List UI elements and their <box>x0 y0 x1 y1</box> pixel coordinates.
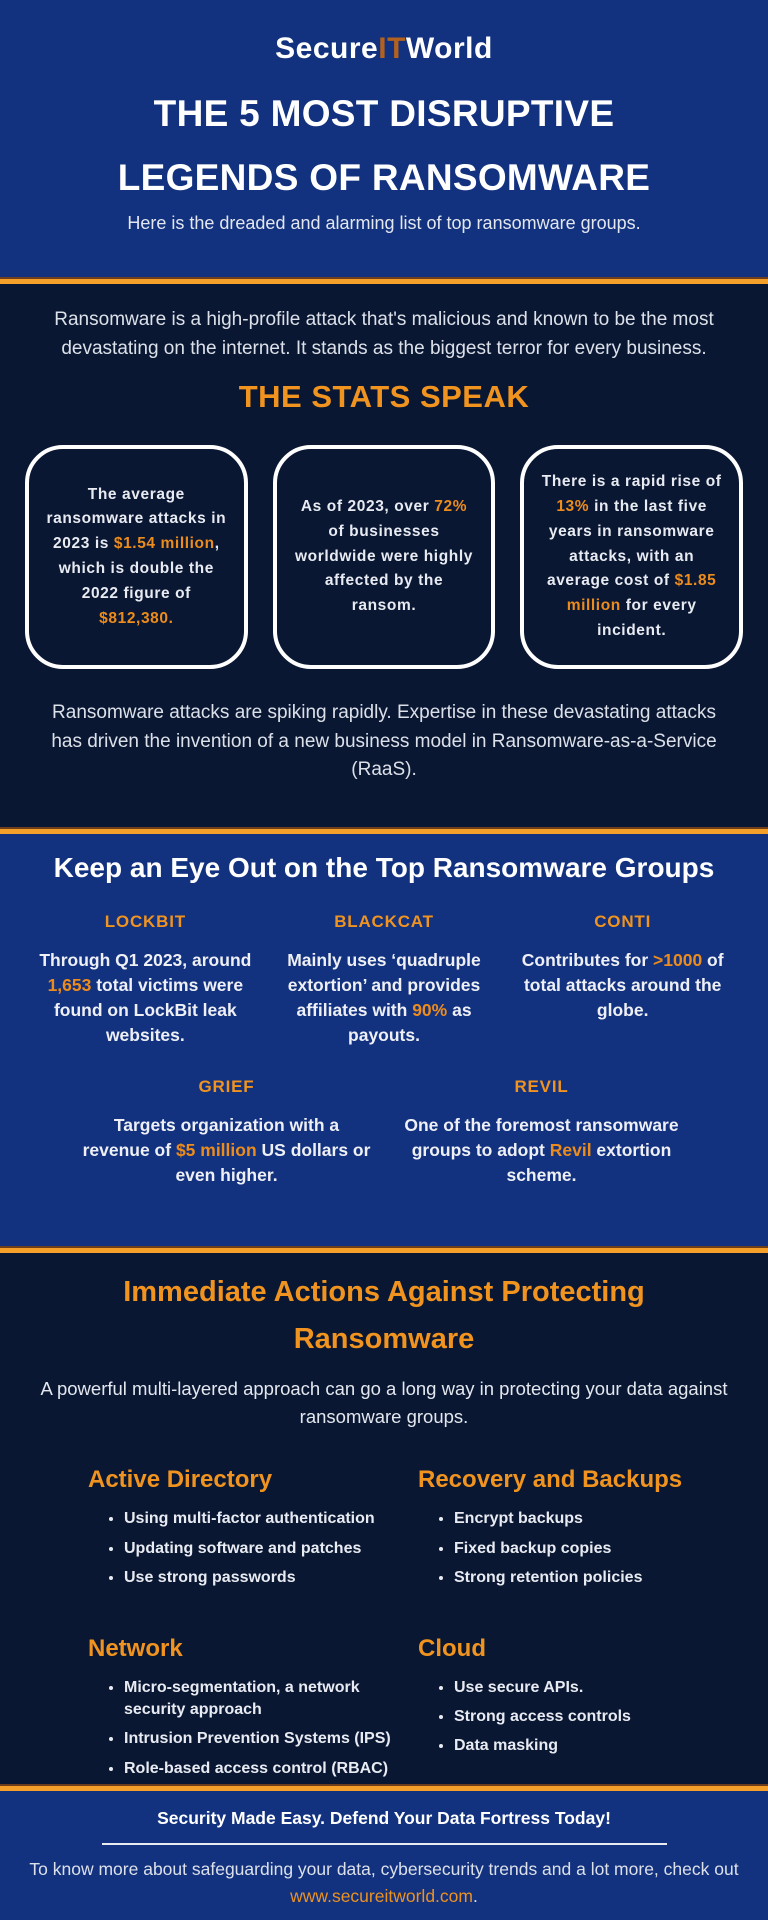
group-grief: GRIEF Targets organization with a revenu… <box>69 1077 384 1188</box>
bullet-item: Strong access controls <box>454 1706 748 1728</box>
bullet-item: Micro-segmentation, a network security a… <box>124 1677 418 1722</box>
actions-heading-line1: Immediate Actions Against Protecting <box>123 1276 645 1308</box>
intro-paragraph: Ransomware is a high-profile attack that… <box>54 309 714 359</box>
page-title-line1: THE 5 MOST DISRUPTIVE <box>153 93 615 134</box>
stats-heading: THE STATS SPEAK <box>238 379 530 414</box>
group-lockbit: LOCKBIT Through Q1 2023, around 1,653 to… <box>26 912 265 1047</box>
category-bullet-list: Micro-segmentation, a network security a… <box>88 1677 418 1781</box>
category-title: Active Directory <box>88 1466 273 1494</box>
page-subtitle: Here is the dreaded and alarming list of… <box>127 213 641 234</box>
category-recovery-backups: Recovery and Backups Encrypt backups Fix… <box>418 1466 748 1596</box>
group-blackcat: BLACKCAT Mainly uses ‘quadruple extortio… <box>265 912 504 1047</box>
footer-info: To know more about safeguarding your dat… <box>29 1856 739 1910</box>
group-revil: REVIL One of the foremost ransomware gro… <box>384 1077 699 1188</box>
secureitworld-logo: SecureITWorld <box>0 0 768 66</box>
stat-cards-row: The average ransomware attacks in 2023 i… <box>0 445 768 669</box>
bullet-item: Encrypt backups <box>454 1508 748 1530</box>
group-description: Contributes for >1000 of total attacks a… <box>521 950 724 1020</box>
category-cloud: Cloud Use secure APIs. Strong access con… <box>418 1635 748 1788</box>
category-title: Cloud <box>418 1634 486 1662</box>
category-bullet-list: Using multi-factor authentication Updati… <box>88 1508 418 1589</box>
category-active-directory: Active Directory Using multi-factor auth… <box>88 1466 418 1596</box>
group-description: Targets organization with a revenue of $… <box>82 1115 371 1186</box>
category-network: Network Micro-segmentation, a network se… <box>88 1635 418 1788</box>
website-link[interactable]: www.secureitworld.com <box>290 1886 473 1907</box>
groups-heading: Keep an Eye Out on the Top Ransomware Gr… <box>53 852 715 883</box>
stat-card-text: The average ransomware attacks in 2023 i… <box>46 485 227 627</box>
category-bullet-list: Use secure APIs. Strong access controls … <box>418 1677 748 1758</box>
stat-card-text: As of 2023, over 72% of businesses world… <box>295 498 473 615</box>
header-section: SecureITWorld THE 5 MOST DISRUPTIVE LEGE… <box>0 0 768 277</box>
footer-tagline: Security Made Easy. Defend Your Data For… <box>157 1808 611 1828</box>
group-name: GRIEF <box>198 1077 255 1097</box>
groups-row-1: LOCKBIT Through Q1 2023, around 1,653 to… <box>0 912 768 1047</box>
bullet-item: Use strong passwords <box>124 1567 418 1589</box>
orange-divider <box>0 1246 768 1253</box>
orange-divider <box>0 277 768 284</box>
stat-card-rapid-rise: There is a rapid rise of 13% in the last… <box>520 445 744 669</box>
group-name: LOCKBIT <box>104 912 186 931</box>
category-bullet-list: Encrypt backups Fixed backup copies Stro… <box>418 1508 748 1589</box>
bullet-item: Fixed backup copies <box>454 1538 748 1560</box>
ransomware-groups-section: Keep an Eye Out on the Top Ransomware Gr… <box>0 834 768 1246</box>
actions-subtitle: A powerful multi-layered approach can go… <box>40 1377 728 1427</box>
group-conti: CONTI Contributes for >1000 of total att… <box>503 912 742 1047</box>
category-title: Network <box>88 1634 183 1662</box>
stat-card-average-cost: The average ransomware attacks in 2023 i… <box>25 445 248 669</box>
group-name: CONTI <box>594 912 652 931</box>
group-description: One of the foremost ransomware groups to… <box>404 1115 679 1186</box>
bullet-item: Data masking <box>454 1735 748 1757</box>
page-title: THE 5 MOST DISRUPTIVE LEGENDS OF RANSOMW… <box>0 82 768 209</box>
intro-stats-section: Ransomware is a high-profile attack that… <box>0 284 768 827</box>
logo-part-world: World <box>405 32 493 65</box>
logo-part-it: IT <box>378 32 406 65</box>
bullet-item: Strong retention policies <box>454 1567 748 1589</box>
actions-category-grid: Active Directory Using multi-factor auth… <box>0 1466 768 1787</box>
footer-rule <box>101 1843 667 1845</box>
footer-info-period: . <box>472 1886 478 1907</box>
bullet-item: Using multi-factor authentication <box>124 1508 418 1530</box>
groups-row-2: GRIEF Targets organization with a revenu… <box>69 1077 699 1188</box>
stat-card-text: There is a rapid rise of 13% in the last… <box>541 473 722 639</box>
bullet-item: Updating software and patches <box>124 1538 418 1560</box>
stat-card-businesses-affected: As of 2023, over 72% of businesses world… <box>272 445 496 669</box>
footer-info-text: To know more about safeguarding your dat… <box>29 1859 739 1879</box>
actions-heading: Immediate Actions Against Protecting Ran… <box>0 1253 768 1363</box>
raas-paragraph: Ransomware attacks are spiking rapidly. … <box>51 702 717 780</box>
actions-heading-line2: Ransomware <box>293 1322 475 1355</box>
bullet-item: Role-based access control (RBAC) <box>124 1758 418 1780</box>
orange-divider <box>0 1784 768 1791</box>
group-description: Mainly uses ‘quadruple extortion’ and pr… <box>287 950 481 1045</box>
bullet-item: Use secure APIs. <box>454 1677 748 1699</box>
immediate-actions-section: Immediate Actions Against Protecting Ran… <box>0 1253 768 1784</box>
group-description: Through Q1 2023, around 1,653 total vict… <box>39 950 252 1045</box>
group-name: BLACKCAT <box>334 912 434 931</box>
footer-section: Security Made Easy. Defend Your Data For… <box>0 1791 768 1920</box>
page-title-line2: LEGENDS OF RANSOMWARE <box>117 156 651 198</box>
orange-divider <box>0 827 768 834</box>
bullet-item: Intrusion Prevention Systems (IPS) <box>124 1728 418 1750</box>
logo-part-secure: Secure <box>275 32 379 65</box>
category-title: Recovery and Backups <box>418 1466 683 1494</box>
group-name: REVIL <box>514 1077 569 1097</box>
